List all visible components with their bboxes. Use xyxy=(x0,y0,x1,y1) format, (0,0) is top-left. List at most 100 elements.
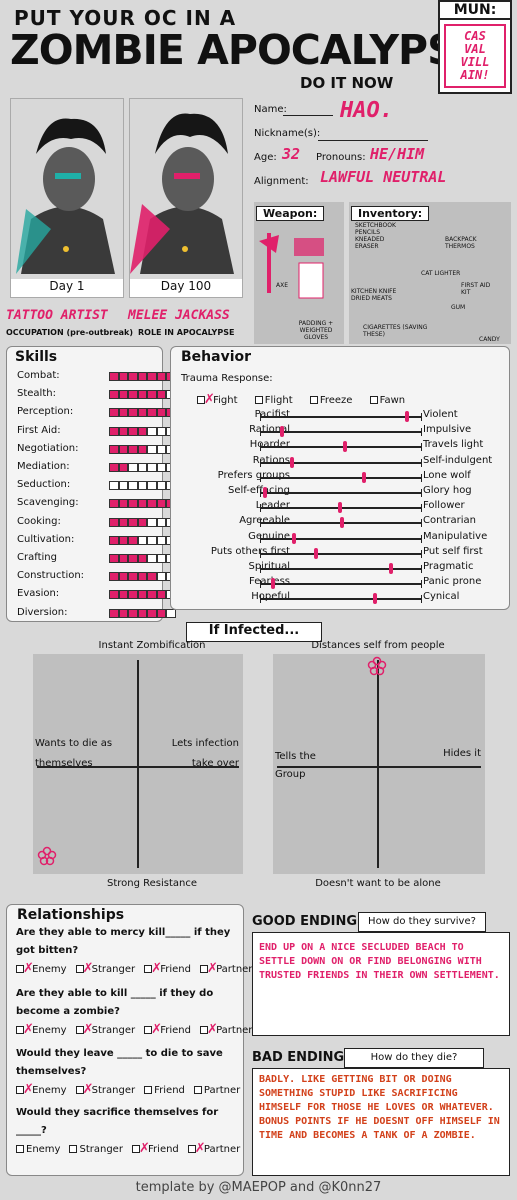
relationship-option[interactable]: Enemy xyxy=(16,1144,60,1155)
behavior-slider[interactable] xyxy=(260,443,422,452)
behavior-marker[interactable] xyxy=(389,563,394,574)
behavior-marker[interactable] xyxy=(262,487,267,498)
skill-cell[interactable] xyxy=(147,408,157,418)
skill-cell[interactable] xyxy=(147,463,157,472)
skill-cell[interactable] xyxy=(156,444,166,454)
skill-cell[interactable] xyxy=(147,608,157,618)
behavior-slider[interactable] xyxy=(260,534,422,543)
skill-cell[interactable] xyxy=(118,408,128,418)
behavior-slider[interactable] xyxy=(260,473,422,482)
skill-cell[interactable] xyxy=(128,372,138,381)
skill-cell[interactable] xyxy=(137,444,147,454)
skill-cell[interactable] xyxy=(156,535,166,545)
skill-cell[interactable] xyxy=(109,408,119,418)
relationship-option[interactable]: Partner xyxy=(193,1085,240,1096)
skill-cell[interactable] xyxy=(109,444,119,454)
skill-cell[interactable] xyxy=(137,608,147,618)
skill-cell[interactable] xyxy=(137,517,147,527)
skill-cell[interactable] xyxy=(147,535,157,545)
skill-cell[interactable] xyxy=(109,463,119,472)
skill-cell[interactable] xyxy=(156,463,166,472)
skill-cell[interactable] xyxy=(109,499,119,509)
skill-cell[interactable] xyxy=(137,426,147,436)
behavior-slider[interactable] xyxy=(260,565,422,573)
behavior-marker[interactable] xyxy=(342,441,347,453)
behavior-slider[interactable] xyxy=(260,580,422,589)
behavior-slider[interactable] xyxy=(260,489,422,497)
skill-cell[interactable] xyxy=(156,499,166,509)
skill-cell[interactable] xyxy=(128,463,138,472)
skill-cell[interactable] xyxy=(156,426,166,436)
skill-cell[interactable] xyxy=(147,517,157,527)
skill-cell[interactable] xyxy=(156,608,166,618)
behavior-slider[interactable] xyxy=(260,549,422,558)
skill-cell[interactable] xyxy=(118,481,128,491)
behavior-marker[interactable] xyxy=(362,471,366,483)
skill-cell[interactable] xyxy=(137,390,147,400)
skill-cell[interactable] xyxy=(118,463,128,472)
skill-cell[interactable] xyxy=(128,408,138,418)
skill-cell[interactable] xyxy=(128,517,138,527)
relationship-option[interactable]: ✗ Stranger xyxy=(75,1082,135,1097)
skill-cell[interactable] xyxy=(118,535,128,545)
relationship-option[interactable]: ✗ Enemy xyxy=(16,961,67,976)
skill-cell[interactable] xyxy=(137,499,147,509)
skill-cell[interactable] xyxy=(128,426,138,436)
relationship-option[interactable]: ✗ Partner xyxy=(187,1141,240,1156)
behavior-marker[interactable] xyxy=(291,532,296,544)
skill-cell[interactable] xyxy=(128,608,138,618)
behavior-marker[interactable] xyxy=(339,517,344,529)
skill-cell[interactable] xyxy=(156,572,166,582)
skill-cell[interactable] xyxy=(137,554,147,563)
skill-cell[interactable] xyxy=(109,390,119,400)
skill-cell[interactable] xyxy=(147,590,157,600)
behavior-marker[interactable] xyxy=(405,411,410,422)
relationship-option[interactable]: ✗ Partner xyxy=(199,1022,252,1037)
relationship-option[interactable]: ✗ Enemy xyxy=(16,1082,67,1097)
behavior-marker[interactable] xyxy=(290,456,294,468)
skill-cell[interactable] xyxy=(109,372,119,381)
skill-cell[interactable] xyxy=(137,535,147,545)
relationship-option[interactable]: ✗ Friend xyxy=(131,1141,179,1156)
skill-cell[interactable] xyxy=(118,499,128,509)
skill-cell[interactable] xyxy=(118,426,128,436)
skill-cell[interactable] xyxy=(137,372,147,381)
skill-cell[interactable] xyxy=(109,554,119,563)
skill-cell[interactable] xyxy=(137,590,147,600)
skill-cell[interactable] xyxy=(128,444,138,454)
skill-cell[interactable] xyxy=(118,390,128,400)
skill-cell[interactable] xyxy=(156,408,166,418)
skill-cell[interactable] xyxy=(118,554,128,563)
skill-cell[interactable] xyxy=(109,608,119,618)
skill-cell[interactable] xyxy=(118,590,128,600)
skill-cell[interactable] xyxy=(118,444,128,454)
skill-cell[interactable] xyxy=(128,590,138,600)
skill-cell[interactable] xyxy=(147,426,157,436)
skill-cell[interactable] xyxy=(128,535,138,545)
behavior-slider[interactable] xyxy=(260,595,422,604)
skill-cell[interactable] xyxy=(147,572,157,582)
relationship-option[interactable]: ✗ Stranger xyxy=(75,1022,135,1037)
skill-cell[interactable] xyxy=(147,554,157,563)
trauma-freeze[interactable]: Freeze xyxy=(309,395,352,406)
skill-cell[interactable] xyxy=(156,554,166,563)
skill-cell[interactable] xyxy=(128,572,138,582)
skill-cell[interactable] xyxy=(109,535,119,545)
skill-cell[interactable] xyxy=(147,372,157,381)
behavior-marker[interactable] xyxy=(314,547,318,559)
trauma-fawn[interactable]: Fawn xyxy=(369,395,405,406)
skill-cell[interactable] xyxy=(156,590,166,600)
relationship-option[interactable]: ✗ Friend xyxy=(144,961,191,976)
skill-cell[interactable] xyxy=(109,426,119,436)
skill-cell[interactable] xyxy=(147,481,157,491)
behavior-marker[interactable] xyxy=(280,426,285,438)
skill-cell[interactable] xyxy=(137,572,147,582)
trauma-flight[interactable]: Flight xyxy=(254,395,293,406)
skill-cell[interactable] xyxy=(147,390,157,400)
skill-cell[interactable] xyxy=(137,408,147,418)
skill-cell[interactable] xyxy=(128,499,138,509)
skill-cell[interactable] xyxy=(109,517,119,527)
behavior-marker[interactable] xyxy=(270,578,275,590)
skill-cell[interactable] xyxy=(118,608,128,618)
skill-cell[interactable] xyxy=(109,590,119,600)
